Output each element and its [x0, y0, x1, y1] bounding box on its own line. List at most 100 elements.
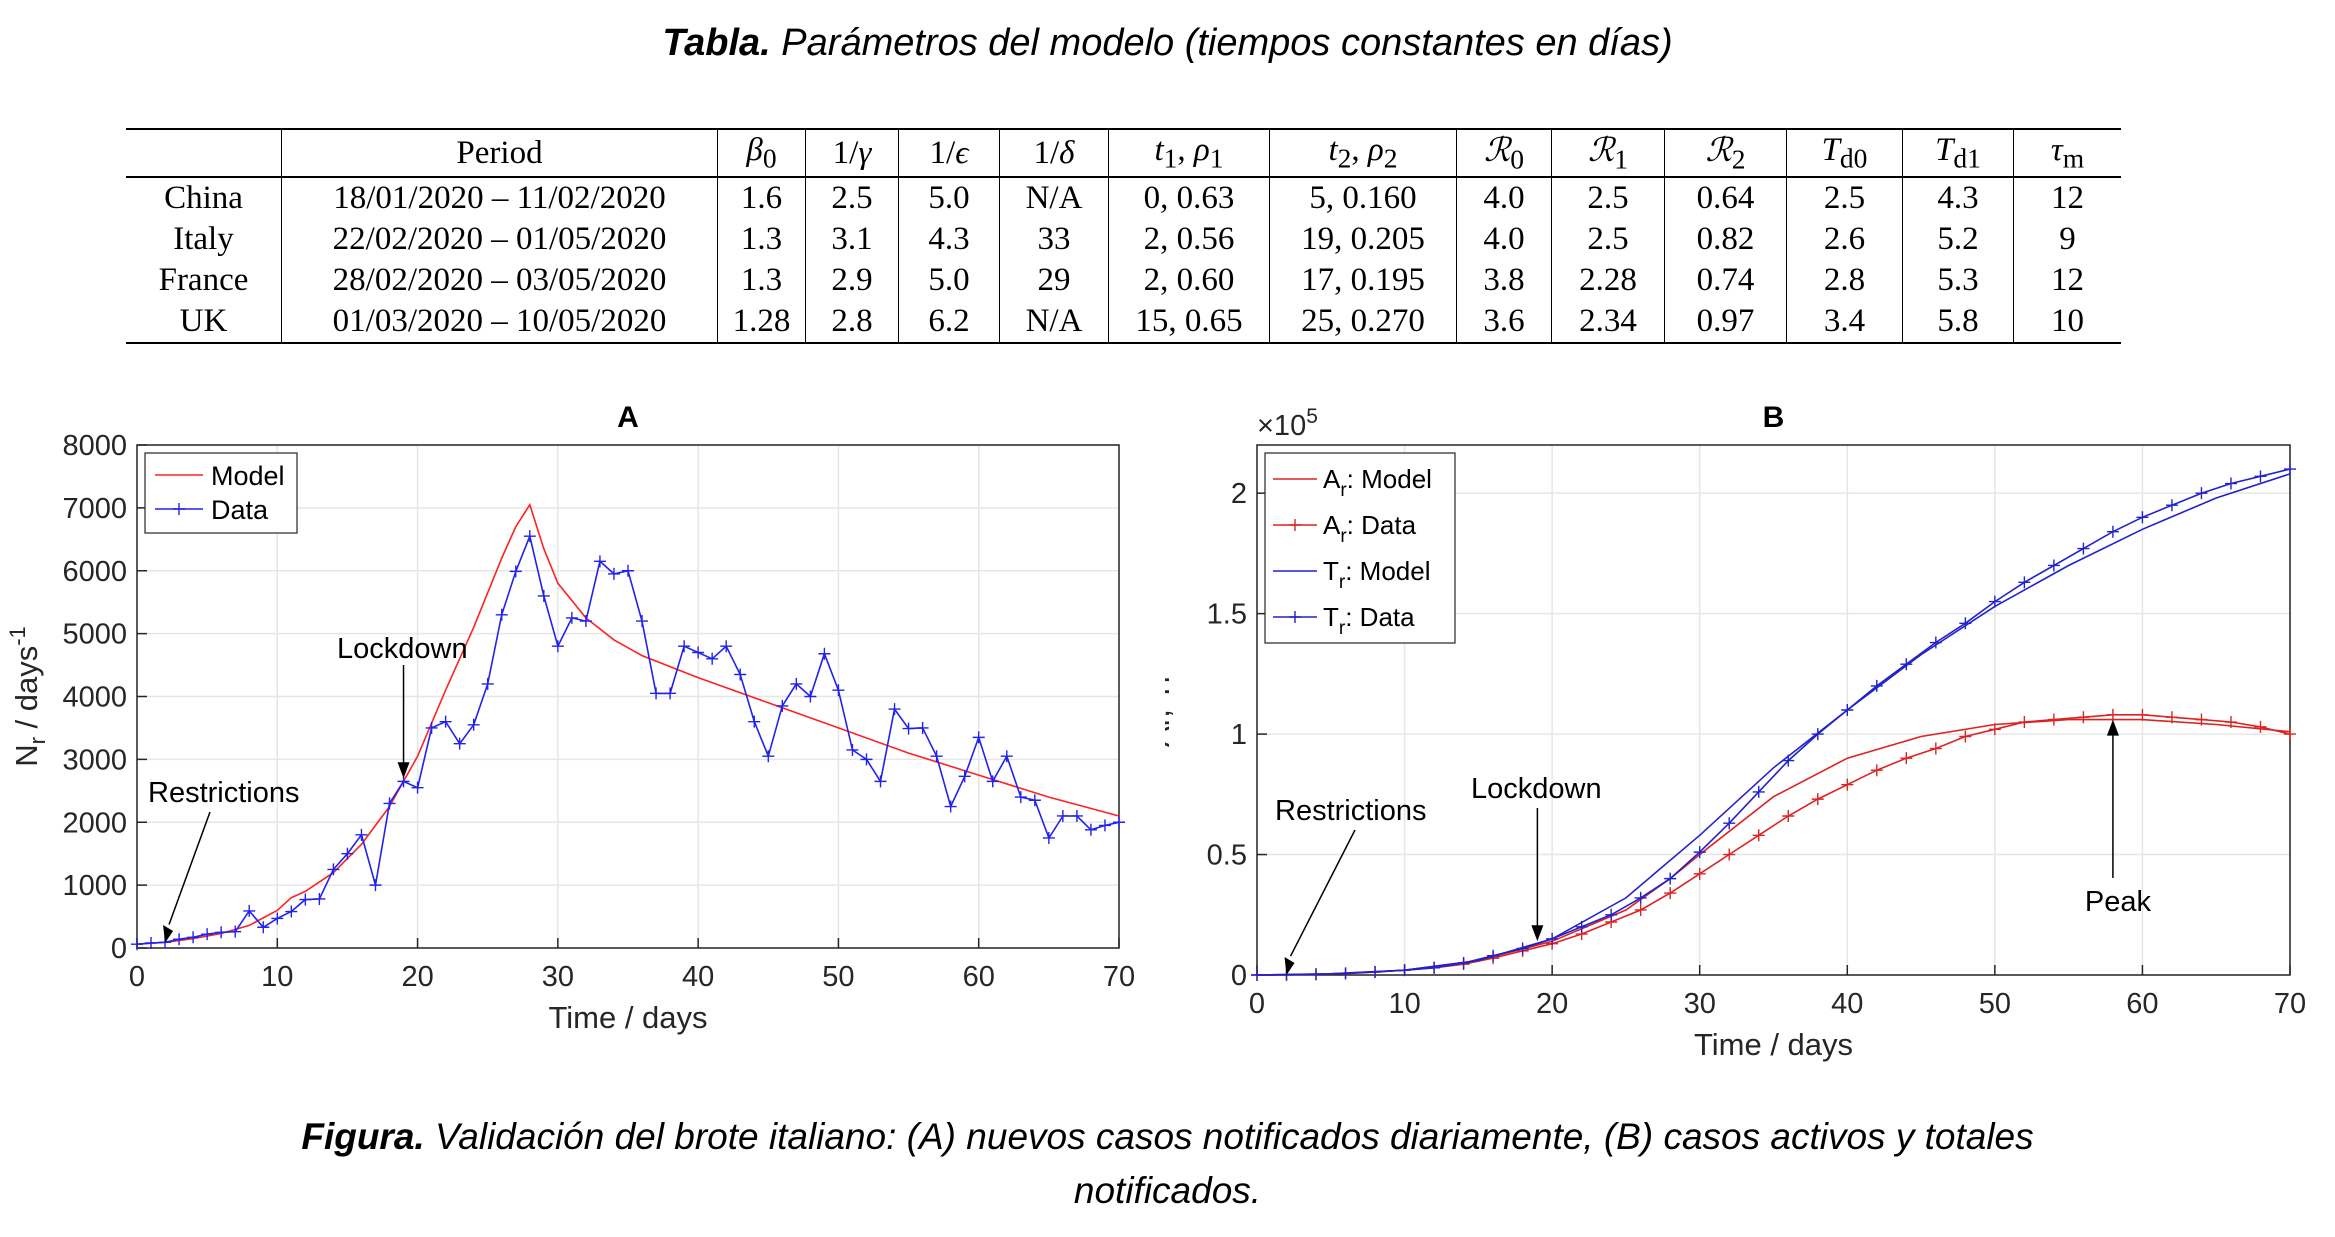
- table-row: Italy 22/02/2020 – 01/05/2020 1.3 3.1 4.3 33 2…: [126, 219, 2121, 260]
- data-point: [1310, 968, 1323, 981]
- data-point: [2284, 463, 2296, 476]
- table-cell: 15, 0.65: [1108, 301, 1270, 344]
- annotation-arrowhead: [163, 924, 174, 943]
- legend-marker: [1289, 611, 1301, 623]
- table-cell: 01/03/2020 – 10/05/2020: [281, 301, 718, 344]
- data-point: [1959, 617, 1972, 630]
- data-point: [664, 687, 677, 700]
- table-cell: 2, 0.60: [1108, 260, 1270, 301]
- figure-caption-text: Validación del brote italiano: (A) nuevo…: [424, 1116, 2034, 1157]
- table-cell: 25, 0.270: [1269, 301, 1457, 344]
- data-point: [537, 589, 550, 602]
- annotation-arrow-line: [1289, 829, 1356, 957]
- table-caption-text: Parámetros del modelo (tiempos constante…: [770, 22, 1673, 64]
- data-point: [846, 743, 859, 756]
- data-point: [2077, 711, 2090, 724]
- data-point: [1000, 750, 1013, 763]
- data-point: [2047, 713, 2060, 726]
- x-tick-label: 40: [1831, 988, 1863, 1020]
- table-header-r2: ℛ2: [1664, 128, 1787, 178]
- data-point: [1339, 967, 1352, 980]
- data-point: [1900, 658, 1913, 671]
- data-point: [565, 611, 578, 624]
- data-point: [593, 555, 606, 568]
- data-point: [355, 828, 368, 841]
- data-point: [1098, 819, 1111, 832]
- data-point: [369, 879, 382, 892]
- table-cell-country: France: [158, 262, 249, 298]
- data-point: [523, 530, 536, 543]
- x-axis-label: Time / days: [548, 1000, 707, 1035]
- table-caption-bold: Tabla.: [662, 22, 771, 64]
- figure-caption-line2: notificados.: [1073, 1170, 1262, 1211]
- data-point: [902, 722, 915, 735]
- data-point: [1634, 891, 1647, 904]
- data-point: [411, 781, 424, 794]
- data-point: [1929, 636, 1942, 649]
- y-tick-label: 1: [1231, 719, 1247, 751]
- table-cell: 2.34: [1551, 301, 1665, 344]
- data-point: [1988, 723, 2001, 736]
- data-point: [1752, 785, 1765, 798]
- data-point: [790, 677, 803, 690]
- data-point: [818, 647, 831, 660]
- data-point: [1723, 817, 1736, 830]
- data-point: [1369, 965, 1382, 978]
- x-tick-label: 0: [1249, 988, 1265, 1020]
- data-point: [257, 921, 270, 934]
- data-point: [1782, 810, 1795, 822]
- data-point: [1398, 964, 1411, 977]
- table-cell: 19, 0.205: [1269, 219, 1457, 260]
- y-tick-label: 0: [1231, 960, 1247, 992]
- legend-label: Tr: Model: [1323, 556, 1430, 593]
- legend-data-label: Data: [211, 495, 269, 525]
- annotation-restrictions: Restrictions: [1275, 795, 1427, 827]
- x-tick-label: 40: [682, 961, 714, 993]
- data-point: [986, 775, 999, 788]
- legend-box: [1264, 452, 1456, 644]
- x-tick-label: 50: [1979, 988, 2011, 1020]
- table-cell: 18/01/2020 – 11/02/2020: [281, 177, 718, 219]
- data-point: [313, 892, 326, 905]
- data-point: [1516, 942, 1529, 955]
- annotation-lockdown: Lockdown: [1471, 773, 1602, 805]
- table-cell: 2.28: [1551, 260, 1665, 301]
- data-point: [2165, 711, 2178, 724]
- data-point: [2136, 708, 2149, 721]
- figure-caption-line1: Figura. Validación del brote italiano: (…: [0, 1110, 2335, 1164]
- x-axis-label: Time / days: [1694, 1027, 1853, 1062]
- data-point: [2284, 728, 2296, 741]
- data-point: [734, 668, 747, 681]
- x-tick-label: 60: [963, 961, 995, 993]
- table-cell: 33: [999, 219, 1109, 260]
- table-cell: 29: [999, 260, 1109, 301]
- table-cell: 0.97: [1664, 301, 1787, 344]
- table-cell: 5.8: [1902, 301, 2014, 344]
- table-header-period: Period: [281, 128, 718, 178]
- data-point: [425, 721, 438, 734]
- table-cell: 2.5: [805, 177, 899, 219]
- table-cell: 3.6: [1456, 301, 1552, 344]
- x-tick-label: 30: [542, 961, 574, 993]
- table-cell-country: UK: [126, 301, 282, 344]
- data-point: [299, 893, 312, 906]
- legend-marker: [1289, 519, 1301, 531]
- table-cell: 2.5: [1551, 219, 1665, 260]
- data-point: [607, 567, 620, 580]
- parameter-table: Period β0 1/γ 1/ϵ 1/δ t1, ρ1 t2, ρ2 ℛ0 ℛ…: [126, 128, 2121, 344]
- table-cell-country: China: [164, 180, 243, 216]
- annotation-arrowhead: [397, 762, 410, 779]
- plot-frame: [1256, 444, 2291, 976]
- data-point: [678, 640, 691, 653]
- table-header-country: [126, 128, 282, 178]
- chart-b: 0 10 20 30 40 50 60 70 0 0.5 1 1.5 2 B Time / days ×105…: [1141, 380, 2335, 1080]
- series-line: [1256, 473, 2291, 976]
- table-cell: 0.64: [1664, 177, 1787, 219]
- data-point: [916, 721, 929, 734]
- data-point: [229, 925, 242, 938]
- data-point: [958, 770, 971, 783]
- y-axis-multiplier: ×105: [1257, 405, 1318, 442]
- data-point: [1693, 846, 1706, 859]
- data-point: [201, 928, 214, 941]
- legend-data-marker: [173, 503, 185, 515]
